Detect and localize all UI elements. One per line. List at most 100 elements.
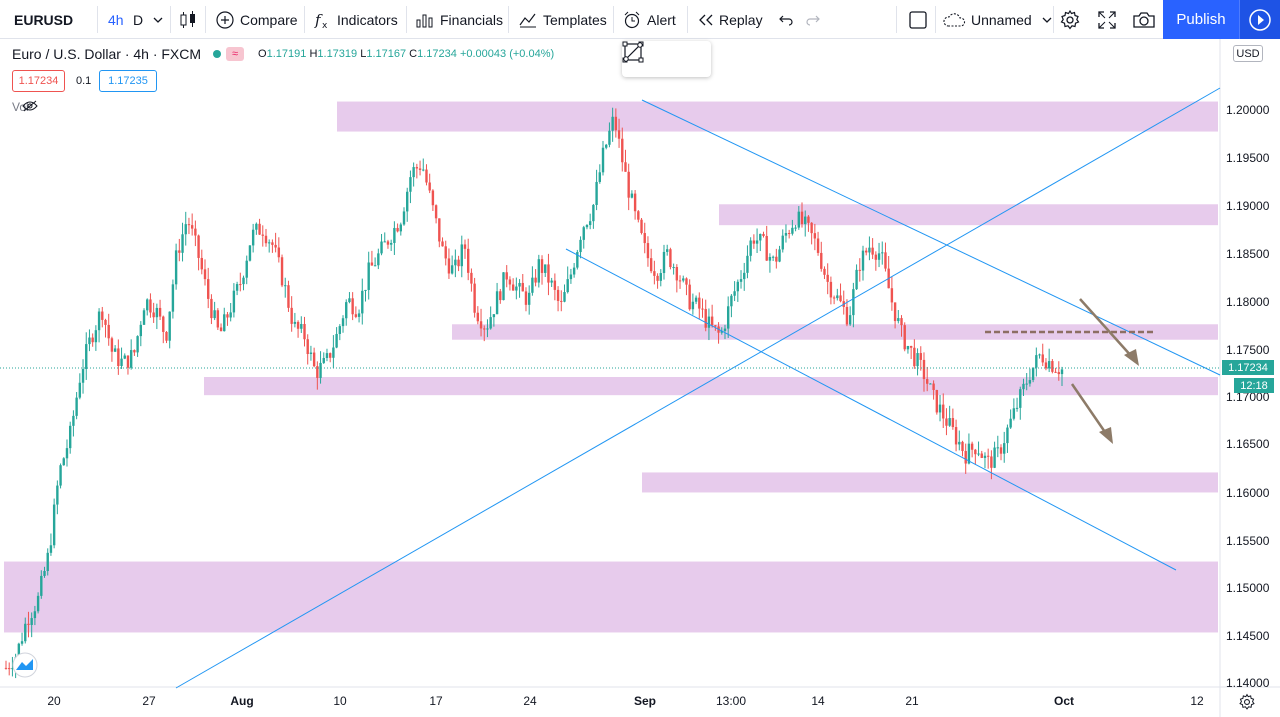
lower-channel-line [565, 248, 1177, 571]
candle-body [492, 314, 496, 318]
candle-body [617, 130, 621, 139]
price-chart[interactable] [0, 39, 1280, 717]
candle-body [656, 275, 659, 281]
candle-body [319, 362, 322, 378]
alarm-clock-icon [624, 11, 640, 28]
currency-button[interactable]: USD [1233, 45, 1263, 62]
candle-body [688, 284, 691, 310]
candle-body [585, 225, 589, 228]
symbol-search[interactable]: EURUSD [14, 0, 73, 39]
compare-button[interactable]: Compare [215, 0, 298, 39]
time-axis-label: 17 [429, 694, 443, 708]
chart-type-button[interactable] [178, 0, 198, 39]
redo-button[interactable] [805, 0, 821, 39]
candle-body [704, 308, 707, 328]
play-button[interactable] [1239, 0, 1280, 39]
time-axis-label: 14 [811, 694, 825, 708]
interval-d[interactable]: D [133, 0, 143, 39]
alert-button[interactable]: Alert [622, 0, 676, 39]
candle-body [614, 116, 618, 131]
candle-body [672, 267, 675, 269]
candle-body [662, 251, 666, 274]
candle-body [694, 297, 698, 302]
candle-body [1031, 367, 1035, 381]
templates-button[interactable]: Templates [518, 0, 607, 39]
buy-button[interactable]: 1.17235 [99, 70, 157, 92]
chart-pane[interactable]: Euro / U.S. Dollar · 4h · FXCM ≈ O1.1719… [0, 39, 1280, 717]
trendline-tool-button[interactable] [623, 42, 702, 74]
trendline-icon [623, 42, 643, 62]
candle-body [1022, 383, 1025, 390]
candle-body [239, 284, 242, 286]
candle-body [290, 307, 293, 324]
undo-button[interactable] [778, 0, 794, 39]
candle-body [531, 277, 534, 293]
interval-label: 4h [108, 11, 124, 28]
candle-body [537, 259, 541, 283]
candle-body [271, 242, 274, 245]
candle-body [877, 253, 881, 260]
gear-icon[interactable] [1238, 693, 1256, 711]
candle-body [1057, 372, 1060, 375]
candle-body [611, 116, 614, 131]
candle-body [274, 244, 277, 248]
financials-button[interactable]: Financials [415, 0, 503, 39]
candle-body [117, 348, 120, 367]
candle-body [300, 323, 303, 329]
candle-body [858, 269, 861, 271]
eye-off-icon[interactable] [22, 100, 38, 112]
candle-body [129, 350, 133, 368]
candle-body [142, 310, 146, 325]
candle-body [643, 233, 646, 244]
interval-4h[interactable]: 4h [108, 0, 124, 39]
candle-body [255, 223, 258, 230]
candle-body [974, 449, 977, 455]
market-status-dot [213, 50, 222, 58]
layout-menu[interactable]: Unnamed [942, 0, 1052, 39]
candle-body [861, 250, 865, 271]
fullscreen-toggle[interactable] [908, 0, 928, 39]
candle-body [68, 425, 72, 449]
snapshot-button[interactable] [1132, 0, 1156, 39]
gear-icon [1060, 9, 1080, 30]
candle-body [730, 295, 733, 307]
candle-body [97, 311, 101, 331]
candle-body [94, 330, 98, 343]
candle-body [389, 242, 393, 245]
candle-body [113, 348, 117, 352]
expand-icon [1098, 10, 1116, 29]
candle-body [33, 611, 37, 619]
candle-body [1019, 389, 1022, 408]
candle-body [418, 168, 422, 170]
candle-body [897, 318, 900, 322]
candle-body [158, 307, 162, 317]
price-axis-label: 1.15500 [1226, 534, 1270, 548]
settings-button[interactable] [1059, 0, 1081, 39]
price-axis-label: 1.16500 [1226, 437, 1270, 451]
supply-demand-zone [337, 101, 1218, 132]
candle-body [666, 249, 669, 252]
candle-body [152, 312, 155, 318]
bearish-arrowhead-1 [1124, 349, 1139, 366]
replay-button[interactable]: Replay [697, 0, 763, 39]
candle-body [1051, 361, 1054, 372]
candle-body [768, 256, 772, 261]
redo-icon [806, 15, 820, 26]
candle-body [49, 545, 53, 553]
candle-body [576, 252, 579, 268]
indicators-button[interactable]: f x Indicators [313, 0, 398, 39]
candle-body [967, 443, 971, 464]
interval-dropdown[interactable] [153, 0, 163, 39]
publish-button[interactable]: Publish [1163, 0, 1239, 39]
candle-body [216, 310, 220, 328]
price-axis-label: 1.14500 [1226, 629, 1270, 643]
fullscreen-button[interactable] [1097, 0, 1117, 39]
supply-demand-zone [204, 377, 1218, 396]
candle-body [251, 229, 255, 246]
candle-body [450, 265, 454, 274]
candle-body [267, 242, 271, 244]
candle-body [669, 249, 672, 268]
candle-body [791, 227, 794, 234]
candle-body [223, 314, 226, 332]
sell-button[interactable]: 1.17234 [12, 70, 65, 92]
